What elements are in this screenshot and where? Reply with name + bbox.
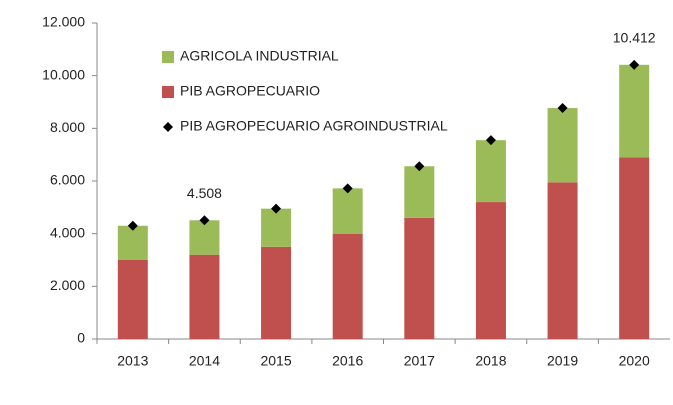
bar-segment — [332, 188, 363, 234]
bar-segment — [547, 108, 578, 183]
bar-segment — [619, 157, 650, 339]
marker — [342, 183, 353, 194]
x-tick-label: 2017 — [404, 353, 435, 369]
x-tick-label: 2019 — [547, 353, 578, 369]
bar-segment — [117, 260, 148, 339]
bar-segment — [189, 220, 220, 255]
bar-segment — [261, 246, 292, 339]
bar-segment — [619, 64, 650, 158]
y-tick-label: 12.000 — [42, 14, 85, 30]
bar-segment — [547, 182, 578, 339]
marker — [414, 161, 425, 172]
legend-label: PIB AGROPECUARIO AGROINDUSTRIAL — [180, 118, 448, 134]
legend-label: AGRICOLA INDUSTRIAL — [180, 48, 339, 64]
marker — [485, 135, 496, 146]
data-label: 10.412 — [613, 30, 656, 46]
bar-segment — [475, 202, 506, 339]
marker — [271, 203, 282, 214]
x-tick-label: 2018 — [475, 353, 506, 369]
y-tick-label: 8.000 — [50, 119, 85, 135]
y-tick-label: 4.000 — [50, 224, 85, 240]
bar-segment — [404, 166, 435, 218]
marker — [557, 103, 568, 114]
legend-marker — [163, 122, 173, 132]
bar-segment — [475, 140, 506, 203]
marker — [199, 215, 210, 226]
x-tick-label: 2013 — [117, 353, 148, 369]
data-label: 4.508 — [187, 185, 222, 201]
y-tick-label: 6.000 — [50, 172, 85, 188]
marker — [127, 220, 138, 231]
y-tick-label: 10.000 — [42, 66, 85, 82]
bar-segment — [189, 254, 220, 339]
x-tick-label: 2014 — [189, 353, 220, 369]
bar-segment — [332, 233, 363, 339]
y-tick-label: 2.000 — [50, 277, 85, 293]
legend-swatch — [162, 86, 174, 98]
x-tick-label: 2015 — [260, 353, 291, 369]
legend-swatch — [162, 51, 174, 63]
x-tick-label: 2016 — [332, 353, 363, 369]
y-tick-label: 0 — [77, 330, 85, 346]
x-tick-label: 2020 — [619, 353, 650, 369]
bar-segment — [117, 225, 148, 260]
bar-segment — [261, 208, 292, 247]
bar-segment — [404, 217, 435, 339]
marker — [629, 59, 640, 70]
legend-label: PIB AGROPECUARIO — [180, 83, 320, 99]
